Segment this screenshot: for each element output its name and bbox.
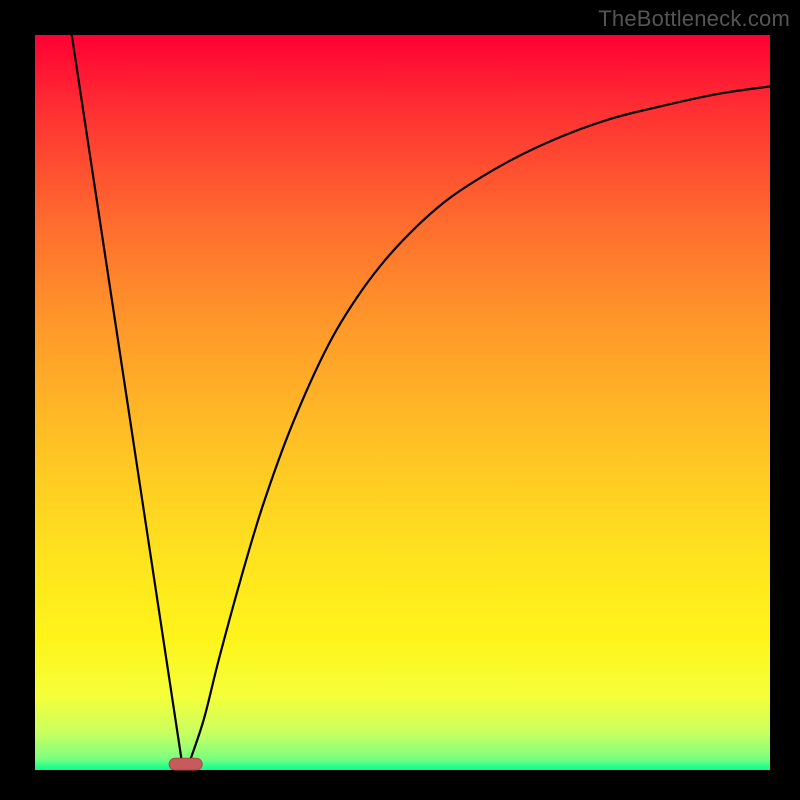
attribution-text: TheBottleneck.com <box>598 6 790 32</box>
plot-background <box>35 35 770 770</box>
optimum-marker <box>169 758 202 770</box>
bottleneck-chart <box>0 0 800 800</box>
optimum-marker-group <box>169 758 202 770</box>
chart-container: TheBottleneck.com <box>0 0 800 800</box>
